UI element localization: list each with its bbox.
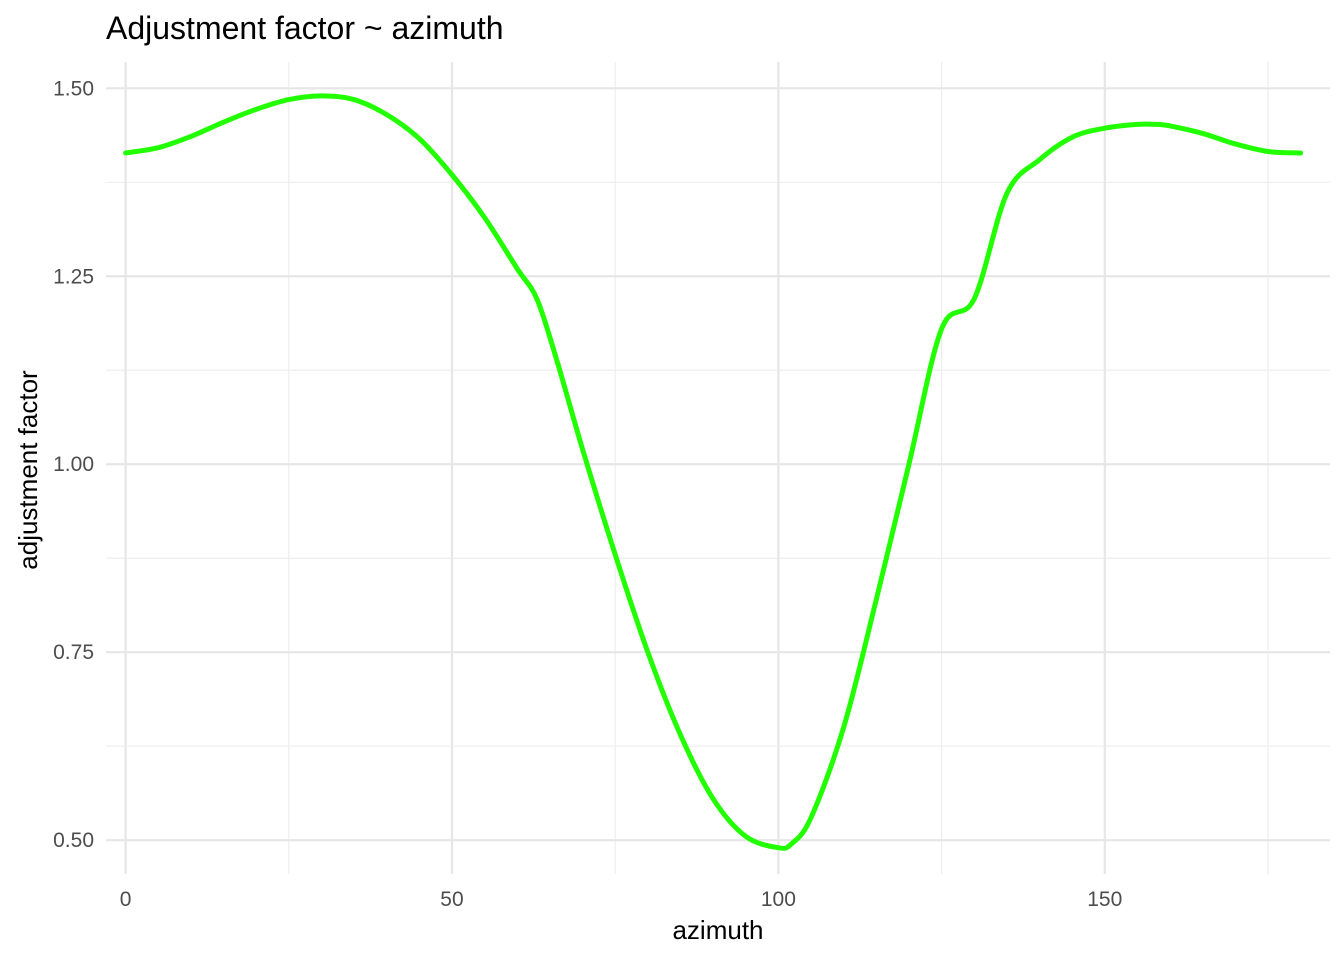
y-tick-label: 1.00 <box>53 453 94 476</box>
x-tick-label: 100 <box>761 888 796 911</box>
y-tick-label: 1.50 <box>53 77 94 100</box>
y-axis-tick-labels: 0.50 0.75 1.00 1.25 1.50 <box>53 77 94 852</box>
x-axis-tick-labels: 0 50 100 150 <box>120 888 1123 911</box>
series-line <box>123 93 1304 851</box>
line-layer <box>123 93 1304 851</box>
chart-title: Adjustment factor ~ azimuth <box>106 10 504 46</box>
major-gridlines <box>106 62 1330 874</box>
y-axis-title: adjustment factor <box>13 370 43 570</box>
x-tick-label: 50 <box>440 888 463 911</box>
x-tick-label: 150 <box>1087 888 1122 911</box>
y-tick-label: 1.25 <box>53 265 94 288</box>
y-tick-label: 0.50 <box>53 829 94 852</box>
y-tick-label: 0.75 <box>53 641 94 664</box>
x-axis-title: azimuth <box>672 915 763 945</box>
minor-gridlines <box>106 62 1330 874</box>
x-tick-label: 0 <box>120 888 132 911</box>
